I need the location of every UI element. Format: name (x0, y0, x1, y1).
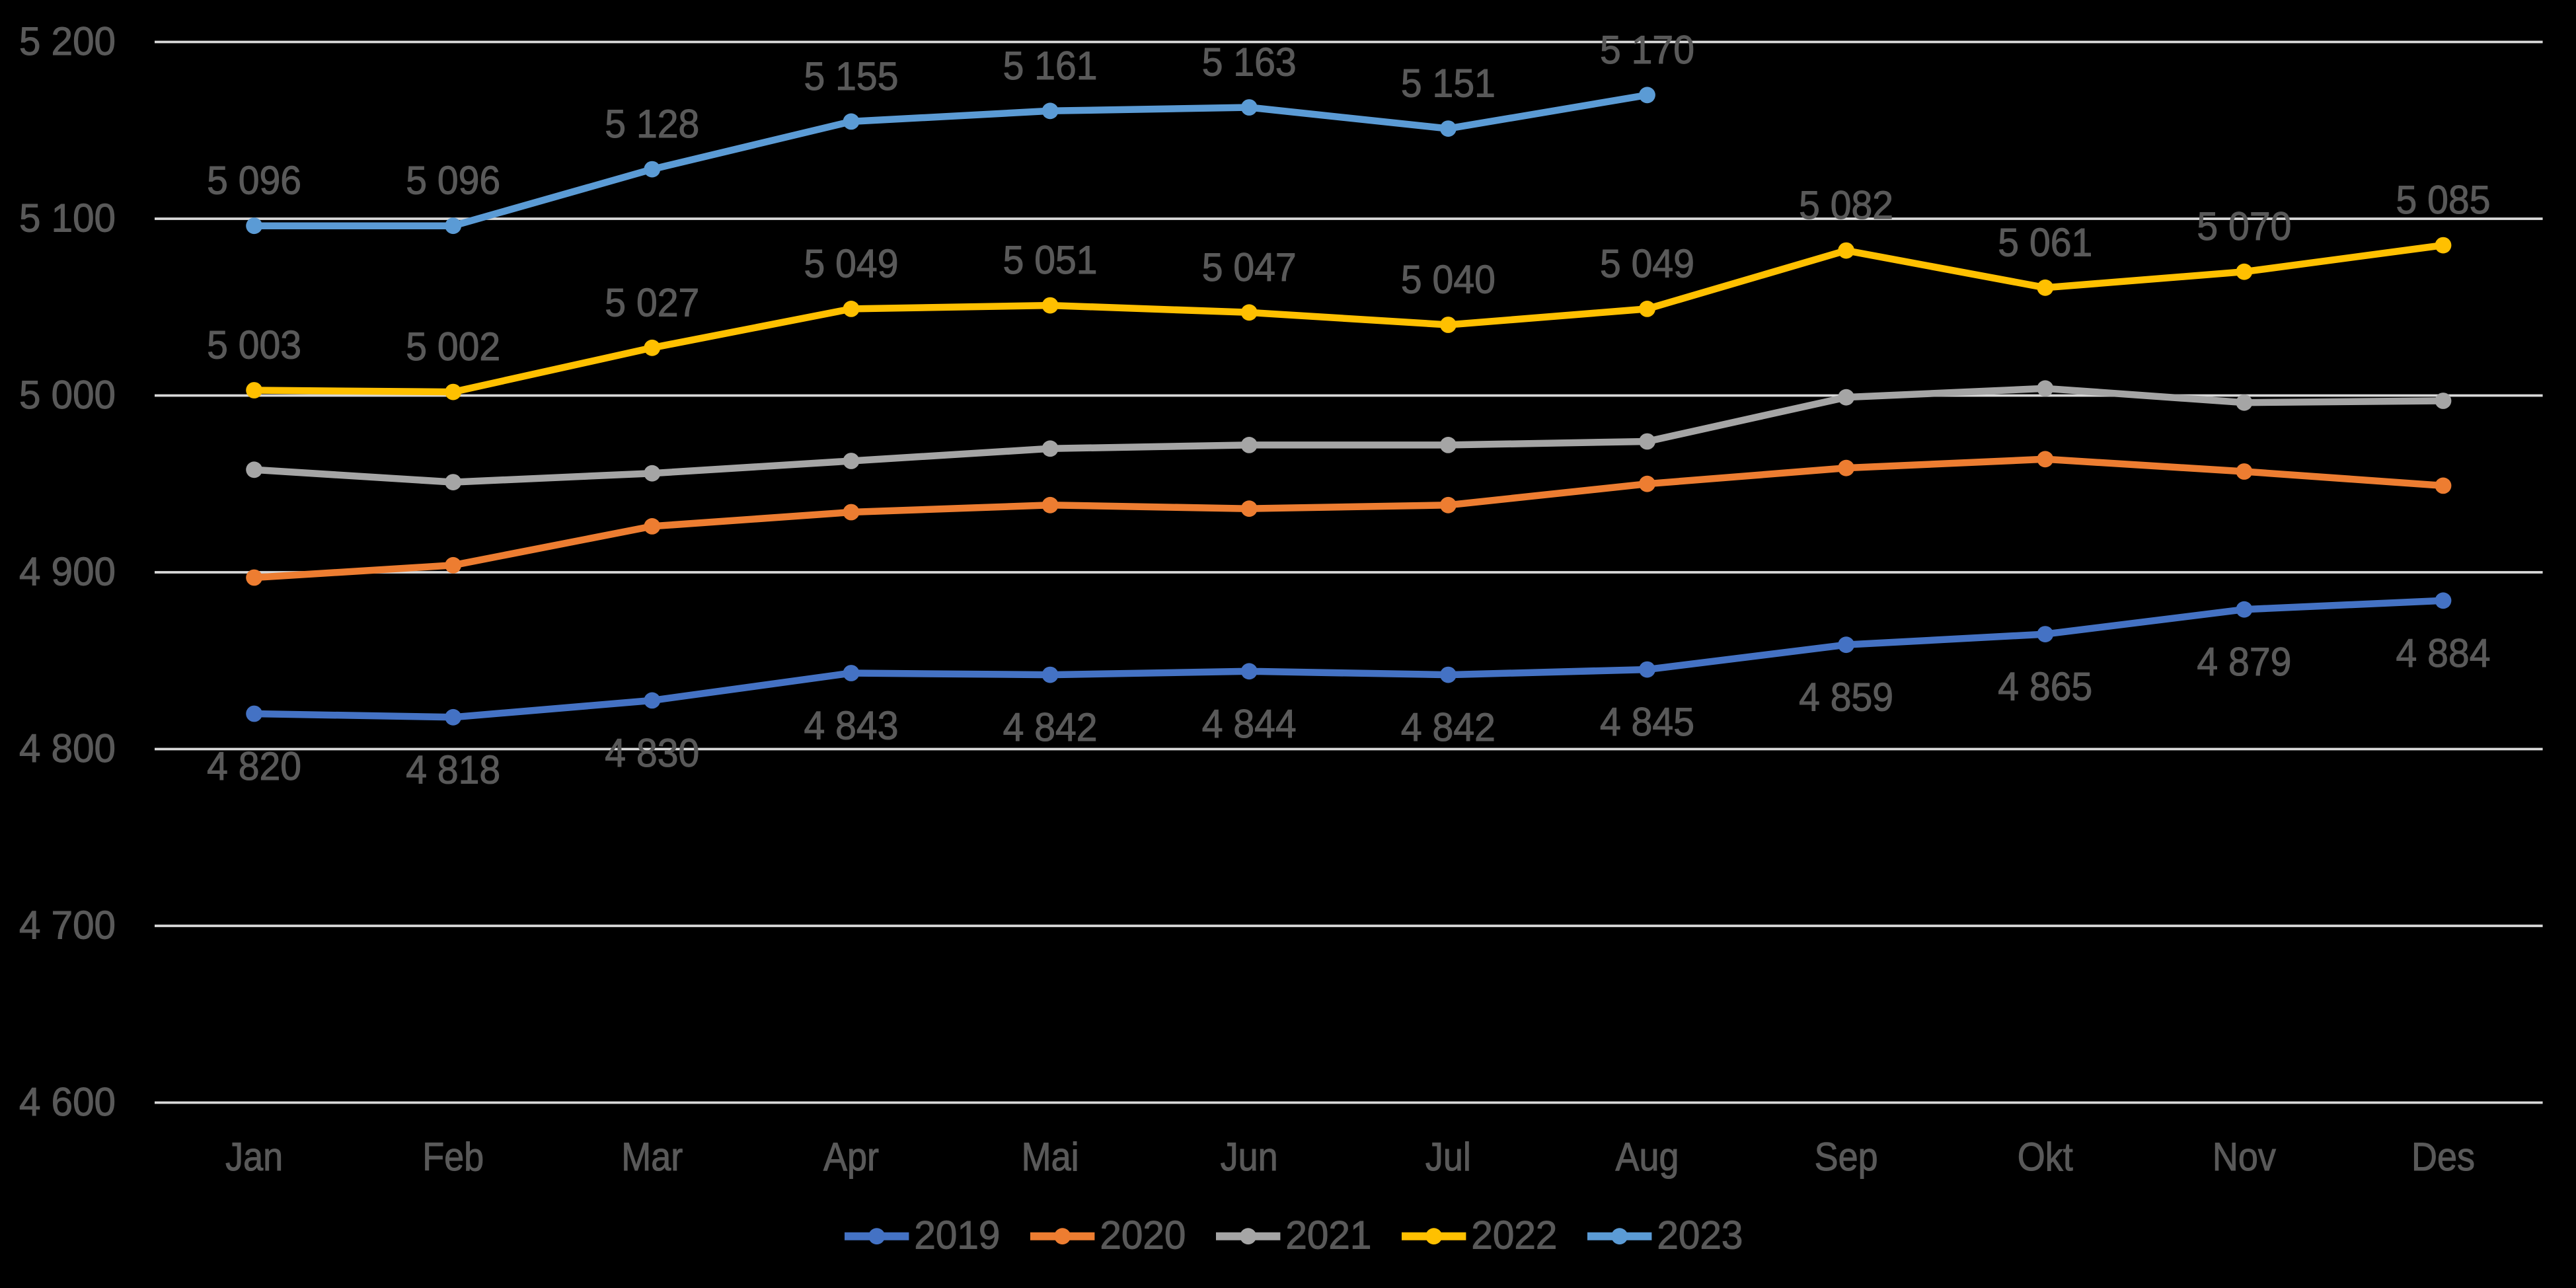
svg-text:5 096: 5 096 (207, 159, 301, 203)
svg-text:Mai: Mai (1022, 1135, 1079, 1179)
svg-text:5 082: 5 082 (1799, 183, 1893, 227)
svg-text:4 879: 4 879 (2197, 640, 2291, 684)
svg-text:4 842: 4 842 (1401, 705, 1496, 749)
svg-text:5 128: 5 128 (605, 102, 699, 146)
svg-text:2021: 2021 (1285, 1213, 1371, 1258)
svg-text:5 155: 5 155 (804, 54, 899, 98)
svg-text:Apr: Apr (823, 1135, 879, 1179)
svg-text:5 161: 5 161 (1003, 44, 1098, 88)
svg-text:2019: 2019 (914, 1213, 1000, 1258)
svg-text:Jun: Jun (1221, 1135, 1278, 1179)
svg-text:4 818: 4 818 (406, 747, 500, 792)
svg-text:Jan: Jan (225, 1135, 283, 1179)
svg-text:4 859: 4 859 (1799, 675, 1893, 720)
svg-text:5 002: 5 002 (406, 324, 500, 369)
svg-text:Okt: Okt (2018, 1135, 2073, 1179)
svg-text:5 049: 5 049 (804, 241, 899, 285)
svg-text:Jul: Jul (1425, 1135, 1471, 1179)
svg-text:4 843: 4 843 (804, 704, 899, 748)
svg-text:4 700: 4 700 (19, 903, 116, 948)
svg-text:5 070: 5 070 (2197, 204, 2291, 248)
svg-text:4 865: 4 865 (1998, 665, 2092, 709)
svg-text:4 884: 4 884 (2396, 631, 2491, 675)
svg-text:4 842: 4 842 (1003, 705, 1098, 749)
svg-text:4 820: 4 820 (207, 744, 301, 788)
svg-text:5 100: 5 100 (19, 196, 116, 241)
svg-text:Des: Des (2411, 1135, 2475, 1179)
svg-text:5 027: 5 027 (605, 280, 699, 324)
svg-text:Nov: Nov (2213, 1135, 2276, 1179)
svg-text:4 800: 4 800 (19, 726, 116, 771)
svg-text:5 163: 5 163 (1202, 40, 1297, 85)
svg-text:5 170: 5 170 (1600, 28, 1694, 72)
svg-text:2020: 2020 (1100, 1213, 1186, 1258)
svg-text:Sep: Sep (1815, 1135, 1878, 1179)
svg-text:2022: 2022 (1471, 1213, 1557, 1258)
svg-text:5 049: 5 049 (1600, 241, 1694, 285)
svg-text:5 061: 5 061 (1998, 220, 2092, 264)
svg-text:4 600: 4 600 (19, 1080, 116, 1124)
svg-text:5 096: 5 096 (406, 159, 500, 203)
svg-text:Aug: Aug (1616, 1135, 1679, 1179)
svg-text:5 085: 5 085 (2396, 178, 2491, 222)
svg-text:4 845: 4 845 (1600, 700, 1694, 744)
svg-text:4 900: 4 900 (19, 550, 116, 594)
svg-text:5 151: 5 151 (1401, 61, 1496, 106)
svg-text:5 000: 5 000 (19, 373, 116, 417)
svg-text:5 040: 5 040 (1401, 258, 1496, 302)
svg-text:5 200: 5 200 (19, 19, 116, 63)
svg-text:5 003: 5 003 (207, 323, 301, 367)
svg-text:2023: 2023 (1657, 1213, 1743, 1258)
svg-text:4 844: 4 844 (1202, 702, 1297, 746)
svg-text:Mar: Mar (621, 1135, 683, 1179)
svg-text:Feb: Feb (422, 1135, 484, 1179)
svg-text:5 047: 5 047 (1202, 245, 1297, 289)
svg-text:4 830: 4 830 (605, 731, 699, 775)
svg-text:5 051: 5 051 (1003, 238, 1098, 282)
